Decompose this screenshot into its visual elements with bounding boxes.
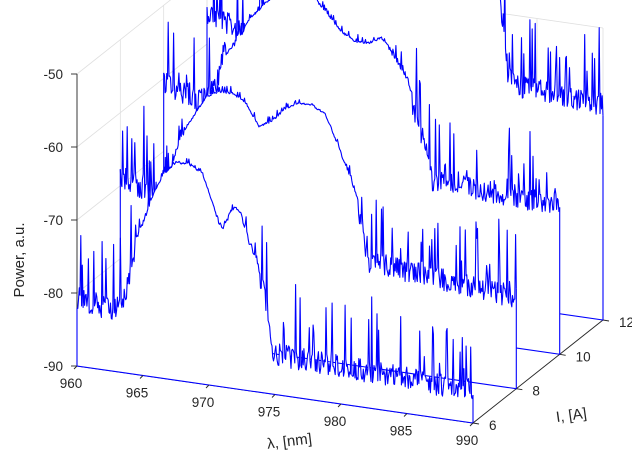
x-tick-mark (338, 404, 341, 407)
x-tick-mark (272, 395, 275, 398)
plot-area (77, 0, 603, 423)
x-tick-mark (140, 376, 143, 379)
z-axis-ticks: -50 -60 -70 -80 -90 (43, 67, 77, 374)
x-axis-title: λ, [nm] (266, 430, 313, 452)
x-tick-mark (470, 423, 473, 426)
z-axis-title: Power, a.u. (11, 222, 28, 297)
x-tick-label: 965 (126, 386, 149, 401)
x-tick-mark (404, 414, 407, 417)
y-tick-mark (603, 320, 609, 321)
y-tick-mark (560, 354, 566, 355)
y-tick-mark (473, 423, 479, 424)
y-tick-label: 10 (576, 349, 591, 364)
x-tick-label: 985 (390, 424, 413, 439)
z-tick-label: -60 (43, 140, 63, 155)
x-tick-label: 975 (258, 405, 281, 420)
x-tick-mark (206, 385, 209, 388)
z-tick-label: -80 (43, 286, 63, 301)
x-tick-label: 980 (324, 414, 347, 429)
z-tick-label: -50 (43, 67, 63, 82)
x-tick-label: 970 (192, 395, 215, 410)
x-tick-mark (74, 366, 77, 369)
y-tick-label: 12 (619, 315, 632, 330)
y-tick-label: 6 (489, 418, 497, 433)
x-tick-label: 990 (456, 433, 479, 448)
y-tick-mark (516, 389, 522, 390)
y-tick-label: 8 (532, 384, 540, 399)
z-tick-label: -70 (43, 213, 63, 228)
x-tick-label: 960 (60, 376, 83, 391)
z-tick-label: -90 (43, 359, 63, 374)
y-axis-title: I, [A] (555, 405, 588, 426)
grid-line (77, 0, 207, 74)
